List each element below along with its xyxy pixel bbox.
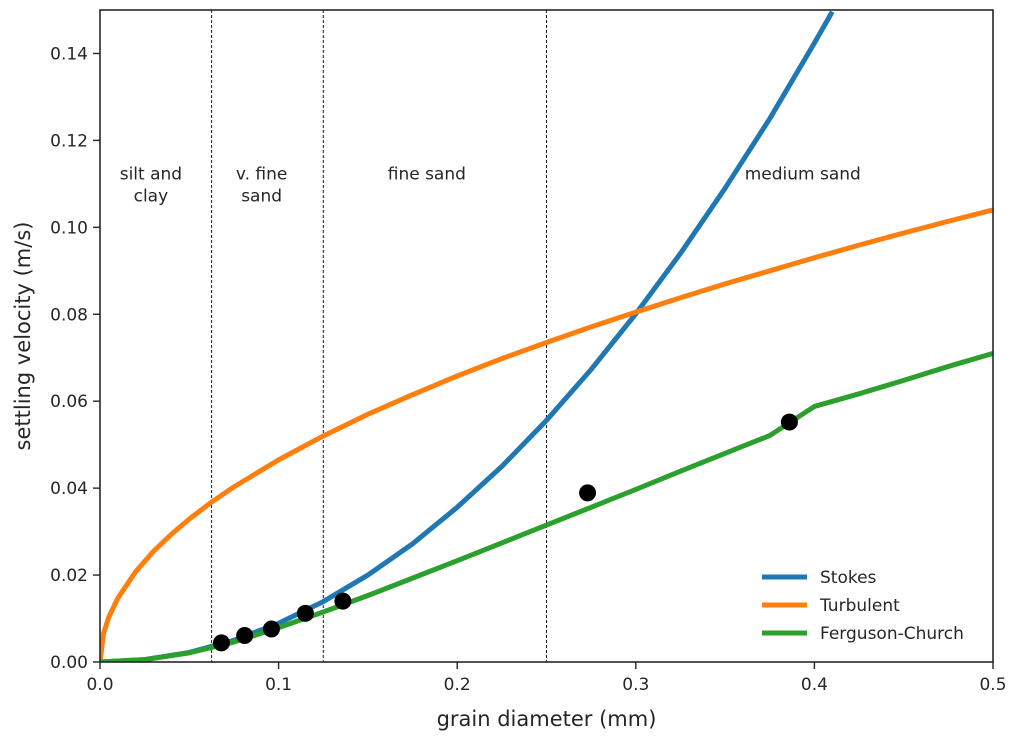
x-tick-label-1: 0.1 <box>265 675 292 695</box>
x-axis-title: grain diameter (mm) <box>437 707 657 731</box>
y-tick-label-7: 0.14 <box>50 44 88 64</box>
data-point-4 <box>334 592 352 610</box>
plot-frame <box>99 9 994 663</box>
x-tick-label-4: 0.4 <box>801 675 828 695</box>
data-point-1 <box>236 626 254 644</box>
y-tick-label-5: 0.10 <box>50 218 88 238</box>
data-point-6 <box>780 413 798 431</box>
x-tick-label-3: 0.3 <box>622 675 649 695</box>
region-label-1: v. fine sand <box>236 165 288 207</box>
region-label-2: fine sand <box>388 165 466 185</box>
y-tick-label-1: 0.02 <box>50 566 88 586</box>
region-boundary-lines <box>211 10 547 662</box>
data-point-5 <box>579 484 597 502</box>
y-axis-ticks: 0.00 0.02 0.04 0.06 0.08 0.10 0.12 0.14 <box>50 44 100 673</box>
legend-label-stokes: Stokes <box>820 568 877 588</box>
series-stokes-line <box>100 10 835 662</box>
region-labels: silt and clay v. fine sand fine sand medium s… <box>120 165 861 207</box>
y-tick-label-6: 0.12 <box>50 131 88 151</box>
legend: Stokes Turbulent Ferguson-Church <box>762 568 964 644</box>
x-tick-label-2: 0.2 <box>444 675 471 695</box>
x-tick-label-0: 0.0 <box>86 675 113 695</box>
y-tick-label-3: 0.06 <box>50 392 88 412</box>
y-tick-label-0: 0.00 <box>50 653 88 673</box>
y-axis-title: settling velocity (m/s) <box>11 222 35 451</box>
x-tick-label-5: 0.5 <box>979 675 1006 695</box>
y-tick-label-4: 0.08 <box>50 305 88 325</box>
series-turbulent-line <box>100 207 993 662</box>
data-point-0 <box>212 634 230 652</box>
y-tick-label-2: 0.04 <box>50 479 88 499</box>
legend-label-ferguson-church: Ferguson-Church <box>820 624 964 644</box>
data-point-3 <box>296 604 314 622</box>
region-label-0: silt and clay <box>120 165 182 207</box>
region-label-3: medium sand <box>745 165 861 185</box>
x-axis-ticks: 0.0 0.1 0.2 0.3 0.4 0.5 <box>86 662 1007 695</box>
data-points-layer <box>212 413 798 652</box>
data-point-2 <box>262 620 280 638</box>
legend-label-turbulent: Turbulent <box>819 596 900 616</box>
